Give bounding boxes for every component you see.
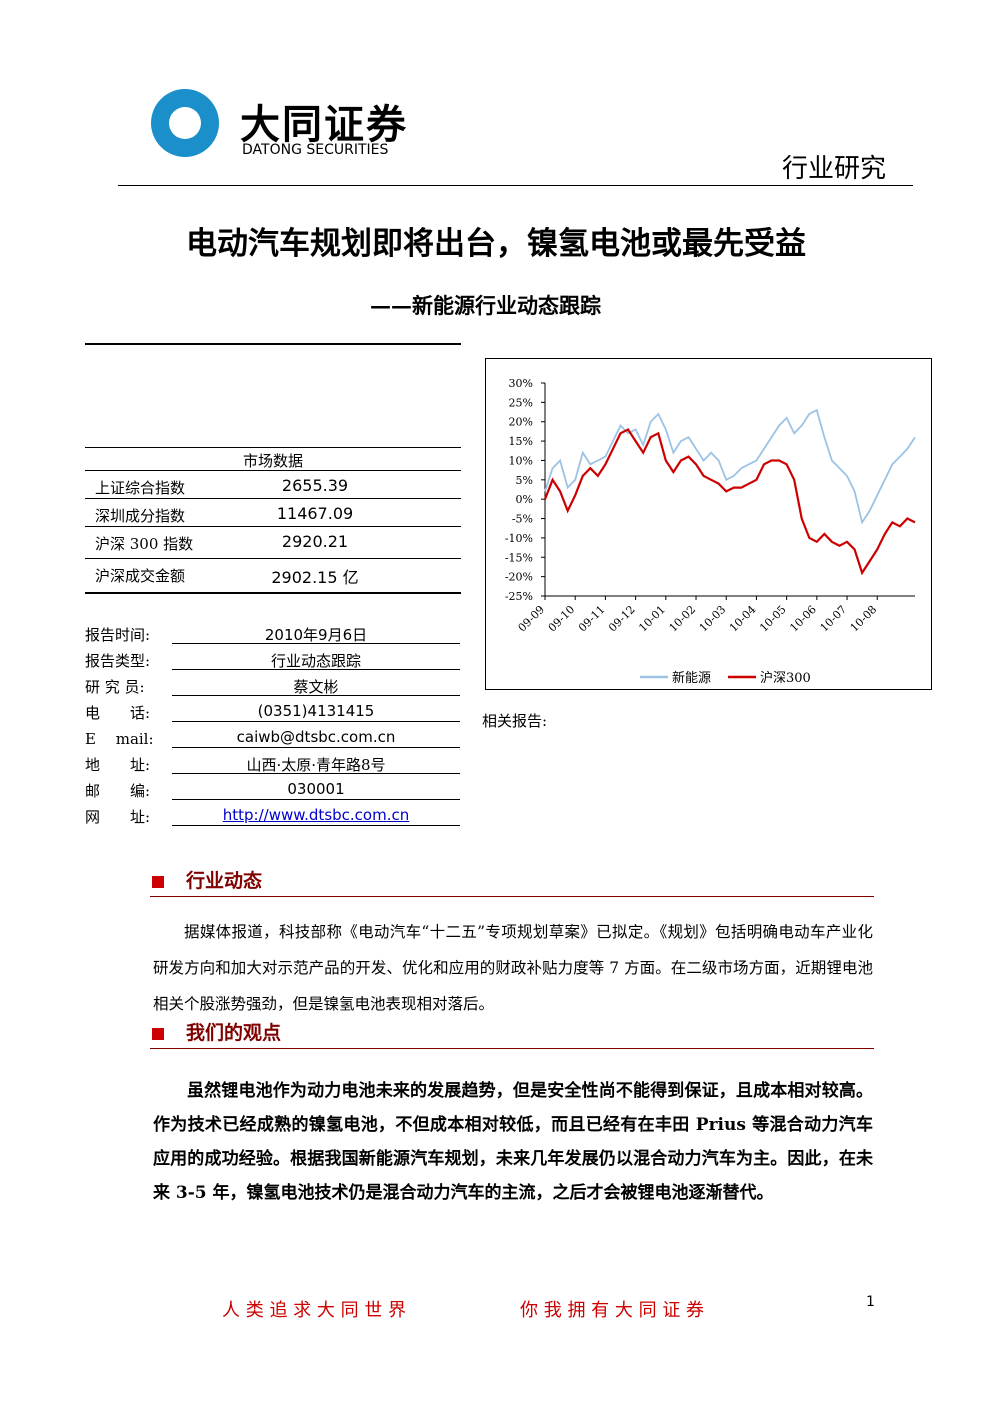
market-value: 2920.21 bbox=[281, 532, 349, 551]
header-rule bbox=[118, 185, 913, 186]
market-value: 2655.39 bbox=[281, 476, 349, 495]
slogan: 你 我 拥 有 大 同 证 券 bbox=[520, 1300, 705, 1321]
y-tick-label: -20% bbox=[505, 571, 533, 584]
bullet bbox=[152, 876, 164, 888]
info-label: 电 话: bbox=[85, 704, 151, 722]
rule bbox=[85, 343, 461, 345]
info-value: 蔡文彬 bbox=[172, 676, 460, 696]
related: 相关报告: bbox=[482, 712, 548, 730]
logo-cn: 大同证券 bbox=[240, 102, 408, 148]
y-tick-label: -25% bbox=[505, 590, 533, 603]
market-label: 沪深成交金额 bbox=[95, 567, 186, 585]
y-tick-label: 25% bbox=[509, 396, 533, 409]
y-tick-label: 10% bbox=[509, 454, 533, 467]
rule bbox=[85, 498, 461, 499]
y-tick-label: -5% bbox=[512, 513, 533, 526]
page-number: 1 bbox=[866, 1294, 875, 1310]
info-label: 报告类型: bbox=[85, 652, 151, 670]
info-label: 邮 编: bbox=[85, 782, 151, 800]
subtitle: ——新能源行业动态跟踪 bbox=[370, 293, 601, 318]
info-value: 山西·太原·青年路8号 bbox=[172, 754, 460, 774]
bullet bbox=[152, 1028, 164, 1040]
slogan: 人 类 追 求 大 同 世 界 bbox=[222, 1300, 407, 1321]
paragraph: 据媒体报道，科技部称《电动汽车“十二五”专项规划草案》已拟定。《规划》包括明确电… bbox=[153, 923, 873, 1013]
info-value: caiwb@dtsbc.com.cn bbox=[172, 728, 460, 748]
rule bbox=[85, 526, 461, 527]
line-series bbox=[543, 428, 916, 576]
rule bbox=[85, 470, 461, 471]
y-tick-label: 20% bbox=[509, 416, 533, 429]
legend-label: 沪深300 bbox=[760, 670, 811, 686]
market-title: 市场数据 bbox=[242, 452, 303, 470]
chart: 30%25%20%15%10%5%0%-5%-10%-15%-20%-25%09… bbox=[485, 358, 932, 690]
info-value: (0351)4131415 bbox=[172, 702, 460, 722]
logo-en: DATONG SECURITIES bbox=[242, 142, 389, 158]
paragraph: 虽然锂电池作为动力电池未来的发展趋势，但是安全性尚不能得到保证，且成本相对较高。… bbox=[153, 1081, 873, 1203]
heading-text: 行业动态 bbox=[186, 870, 263, 892]
logo-mark bbox=[151, 89, 219, 157]
line-series bbox=[544, 408, 916, 525]
chart-frame bbox=[485, 358, 932, 690]
rule bbox=[85, 592, 461, 594]
y-tick-label: -15% bbox=[505, 551, 533, 564]
y-tick-label: -10% bbox=[505, 532, 533, 545]
market-label: 深圳成分指数 bbox=[95, 507, 186, 525]
info-label: E mail: bbox=[85, 730, 154, 748]
y-tick-label: 30% bbox=[509, 377, 533, 390]
y-tick-label: 15% bbox=[509, 435, 533, 448]
market-label: 沪深 300 指数 bbox=[95, 535, 194, 553]
rule bbox=[85, 558, 461, 559]
info-label: 地 址: bbox=[85, 756, 151, 774]
info-value: http://www.dtsbc.com.cn bbox=[172, 806, 460, 826]
legend-label: 新能源 bbox=[672, 670, 711, 686]
market-label: 上证综合指数 bbox=[95, 479, 186, 497]
info-label: 研 究 员: bbox=[85, 678, 145, 696]
info-value: 030001 bbox=[172, 780, 460, 800]
heading-text: 我们的观点 bbox=[186, 1022, 282, 1044]
section-heading: 我们的观点 bbox=[150, 1018, 874, 1049]
rule bbox=[85, 447, 461, 448]
title: 电动汽车规划即将出台，镍氢电池或最先受益 bbox=[186, 226, 806, 262]
category: 行业研究 bbox=[782, 154, 887, 184]
market-value: 2902.15 亿 bbox=[271, 568, 359, 587]
info-value: 行业动态跟踪 bbox=[172, 650, 460, 670]
section-heading: 行业动态 bbox=[150, 866, 874, 897]
info-label: 报告时间: bbox=[85, 626, 151, 644]
y-tick-label: 0% bbox=[516, 493, 533, 506]
market-value: 11467.09 bbox=[276, 504, 354, 523]
info-value: 2010年9月6日 bbox=[172, 624, 460, 644]
info-label: 网 址: bbox=[85, 808, 151, 826]
y-tick-label: 5% bbox=[516, 474, 533, 487]
